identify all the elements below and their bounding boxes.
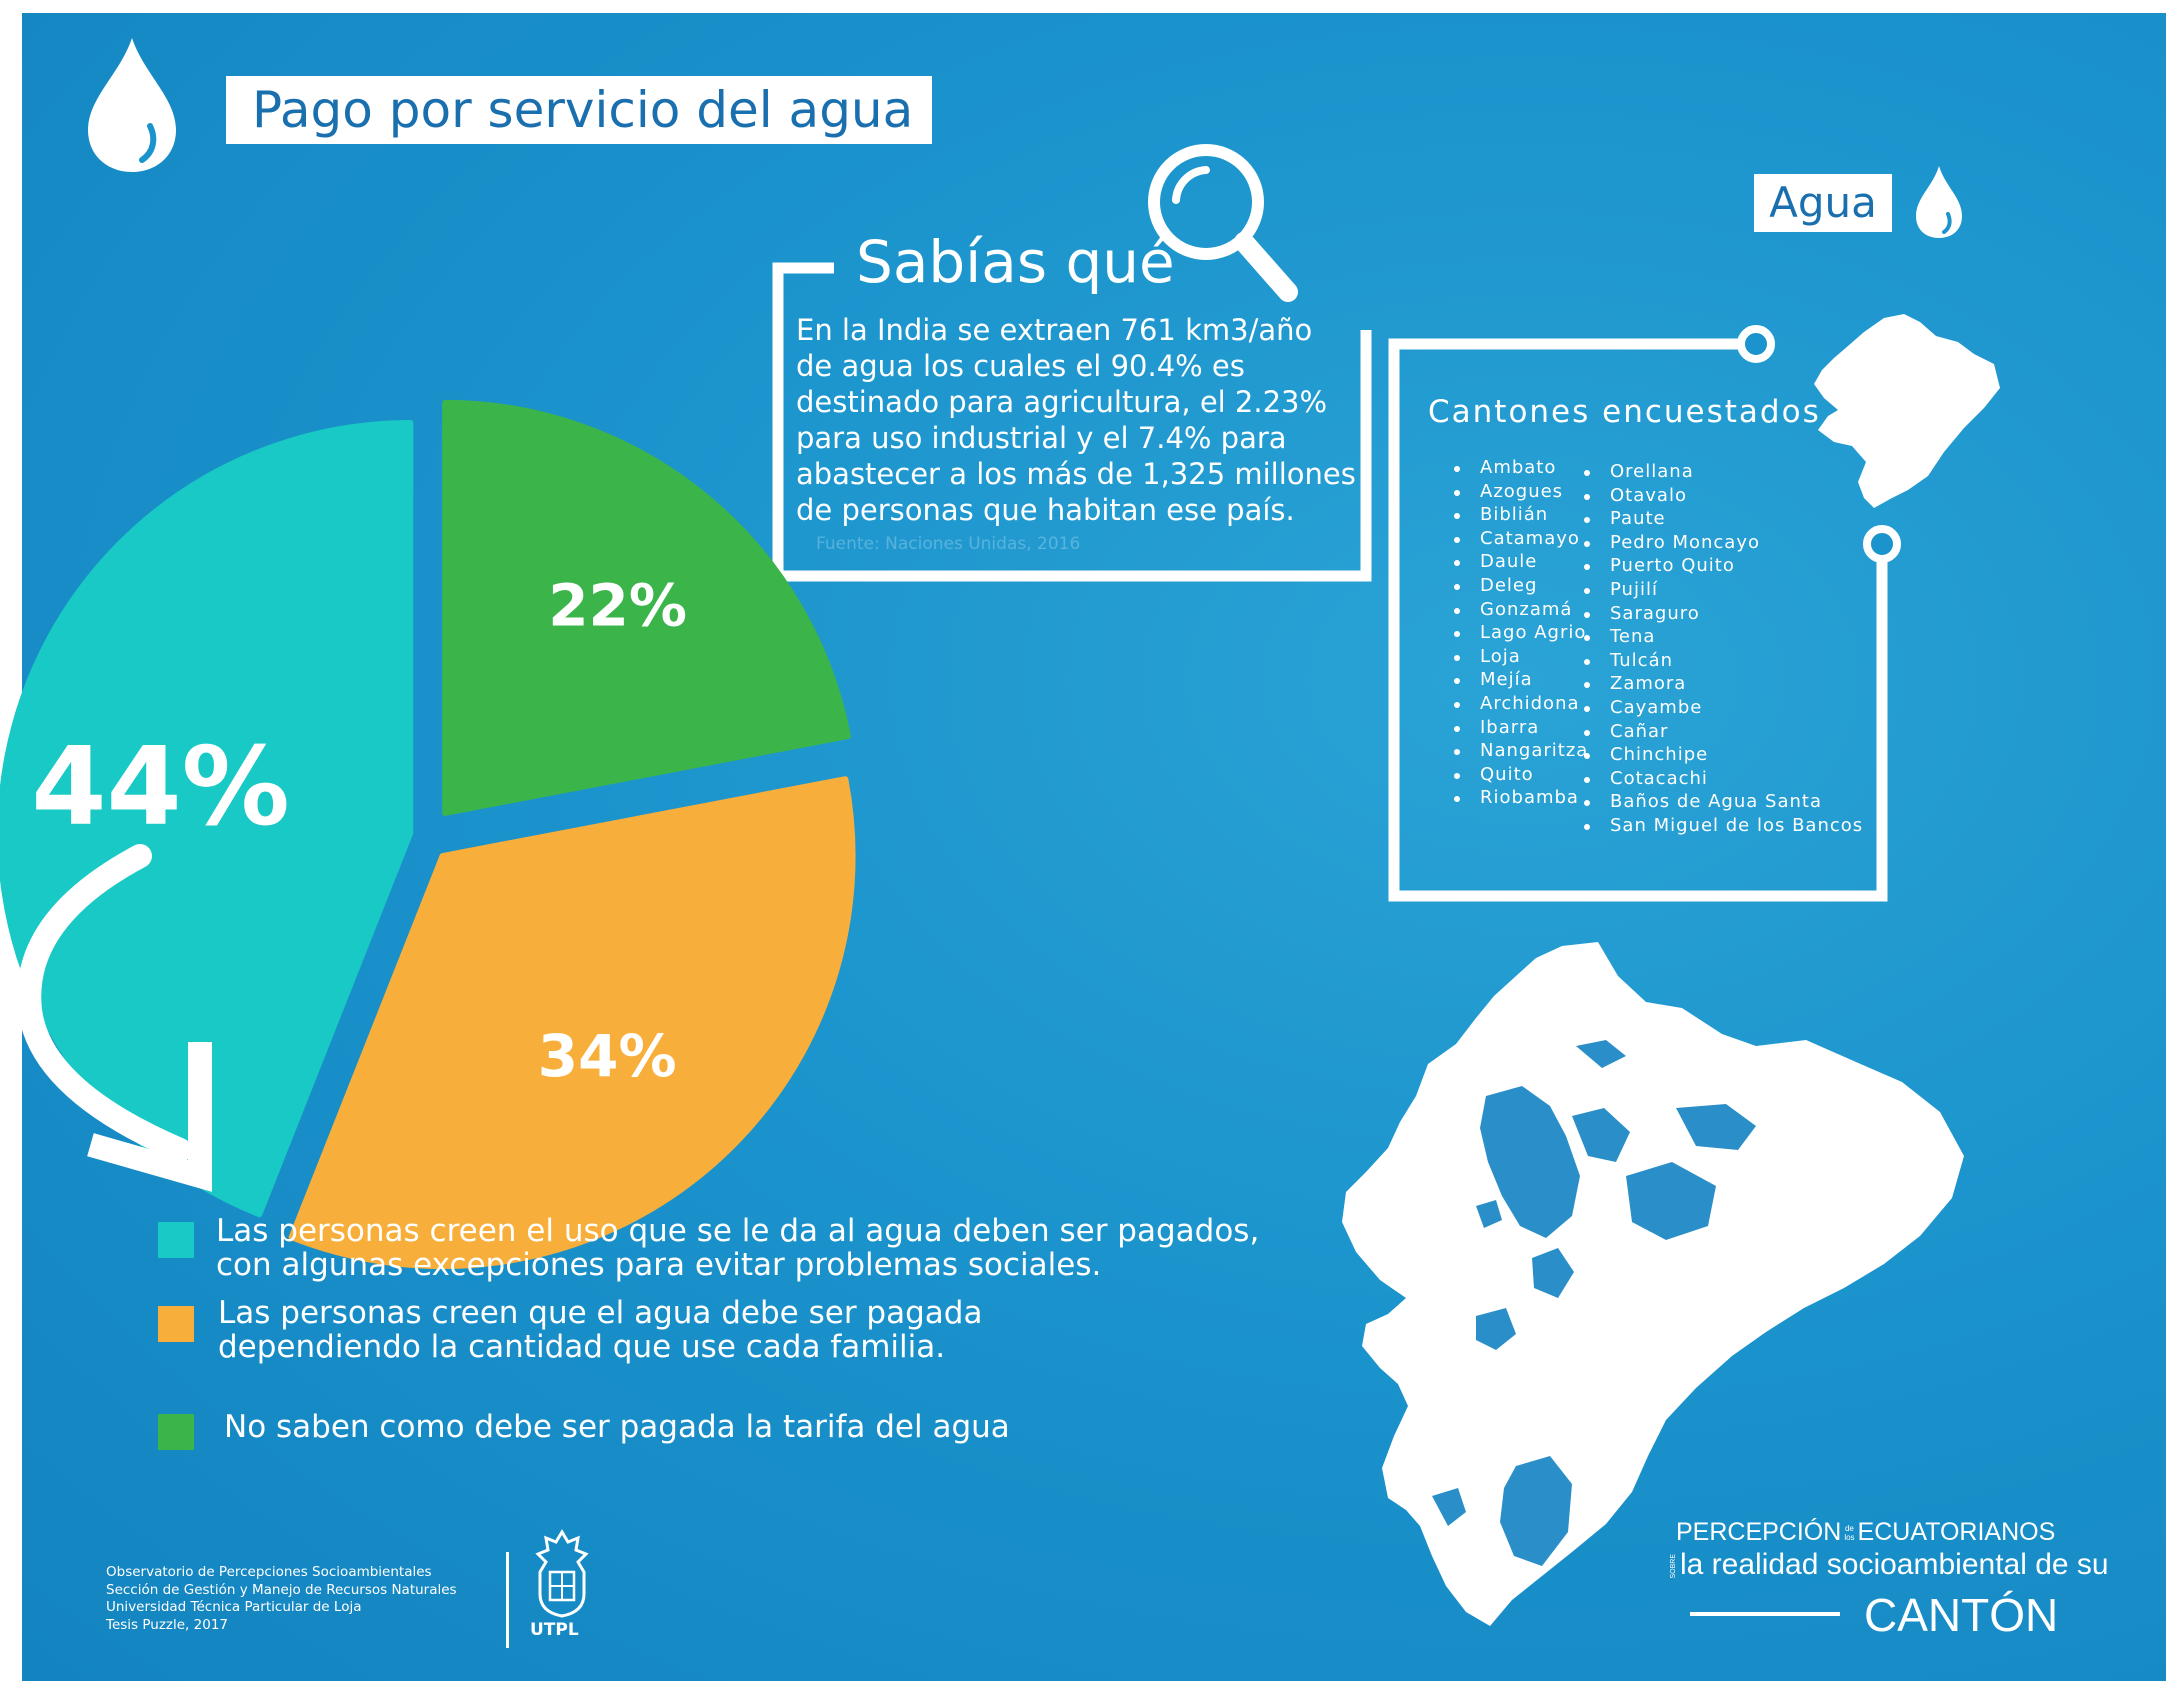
canton-item: Lago Agrio xyxy=(1452,621,1588,645)
credit-line: Tesis Puzzle, 2017 xyxy=(106,1616,228,1633)
pie-slice-label: 34% xyxy=(538,1022,677,1090)
canton-item: Daule xyxy=(1452,550,1588,574)
canton-item: Loja xyxy=(1452,645,1588,669)
sabias-line: destinado para agricultura, el 2.23% xyxy=(796,385,1328,419)
sabias-text: En la India se extraen 761 km3/año de ag… xyxy=(796,312,1376,528)
sabias-title: Sabías qué xyxy=(856,228,1175,296)
brand-ecuatorianos: ECUATORIANOS xyxy=(1857,1518,2056,1546)
legend-swatch-green xyxy=(158,1414,194,1450)
sabias-line: de personas que habitan ese país. xyxy=(796,493,1295,527)
canton-item: Tulcán xyxy=(1582,649,1863,673)
page-title: Pago por servicio del agua xyxy=(226,76,932,144)
legend-swatch-cyan xyxy=(158,1222,194,1258)
canton-item: Otavalo xyxy=(1582,484,1863,508)
cantones-list-col2: Orellana Otavalo Paute Pedro Moncayo Puerto … xyxy=(1582,460,1863,838)
magnifier-icon xyxy=(1148,144,1298,302)
brand-line2-text: la realidad socioambiental de su xyxy=(1680,1548,2109,1581)
legend-3-line1: No saben como debe ser pagada la tarifa … xyxy=(224,1409,1010,1445)
canton-item: Quito xyxy=(1452,763,1588,787)
canton-item: Ambato xyxy=(1452,456,1588,480)
legend-2-line1: Las personas creen que el agua debe ser … xyxy=(218,1295,983,1331)
canton-item: Orellana xyxy=(1582,460,1863,484)
cantones-list-col1: Ambato Azogues Biblián Catamayo Daule Deleg Go… xyxy=(1452,456,1588,810)
source-note: Fuente: Naciones Unidas, 2016 xyxy=(816,534,1081,554)
legend-item-2: Las personas creen que el agua debe ser … xyxy=(218,1296,982,1364)
brand-rule xyxy=(1690,1612,1840,1616)
canton-item: Gonzamá xyxy=(1452,598,1588,622)
water-drop-icon xyxy=(88,38,176,172)
pie-slice xyxy=(288,776,856,1270)
canton-item: Deleg xyxy=(1452,574,1588,598)
sabias-line: de agua los cuales el 90.4% es xyxy=(796,349,1245,383)
pie-slice xyxy=(442,399,851,816)
canton-item: Chinchipe xyxy=(1582,743,1863,767)
canton-item: San Miguel de los Bancos xyxy=(1582,814,1863,838)
legend-1-line1: Las personas creen el uso que se le da a… xyxy=(216,1213,1260,1249)
brand-de: de xyxy=(1844,1524,1854,1534)
canton-item: Puerto Quito xyxy=(1582,554,1863,578)
canton-item: Catamayo xyxy=(1452,527,1588,551)
ecuador-small-map xyxy=(1814,314,2000,508)
legend-swatch-orange xyxy=(158,1306,194,1342)
canton-item: Mejía xyxy=(1452,668,1588,692)
canton-item: Cayambe xyxy=(1582,696,1863,720)
brand-line1: PERCEPCIÓN de los ECUATORIANOS xyxy=(1676,1518,2055,1547)
credit-line: Universidad Técnica Particular de Loja xyxy=(106,1599,362,1615)
canton-item: Riobamba xyxy=(1452,786,1588,810)
credit-line: Observatorio de Percepciones Socioambien… xyxy=(106,1564,432,1580)
canton-item: Cañar xyxy=(1582,720,1863,744)
ecuador-map xyxy=(1342,942,1964,1626)
sabias-line: para uso industrial y el 7.4% para xyxy=(796,421,1287,455)
canton-item: Pedro Moncayo xyxy=(1582,531,1863,555)
legend-2-line2: dependiendo la cantidad que use cada fam… xyxy=(218,1329,946,1365)
legend-item-1: Las personas creen el uso que se le da a… xyxy=(216,1214,1259,1282)
utpl-crest-logo xyxy=(535,1529,589,1618)
canton-item: Saraguro xyxy=(1582,602,1863,626)
brand-de-los: de los xyxy=(1844,1524,1854,1542)
canton-item: Baños de Agua Santa xyxy=(1582,790,1863,814)
pie-slice-label: 44% xyxy=(31,725,290,850)
canton-item: Tena xyxy=(1582,625,1863,649)
canton-item: Paute xyxy=(1582,507,1863,531)
utpl-logo-text: UTPL xyxy=(530,1620,579,1640)
credit-line: Sección de Gestión y Manejo de Recursos … xyxy=(106,1581,457,1598)
brand-los: los xyxy=(1844,1533,1855,1543)
canton-item: Ibarra xyxy=(1452,716,1588,740)
sabias-line: En la India se extraen 761 km3/año xyxy=(796,313,1313,347)
legend-1-line2: con algunas excepciones para evitar prob… xyxy=(216,1247,1102,1283)
brand-canton: CANTÓN xyxy=(1864,1589,2059,1641)
canton-item: Nangaritza xyxy=(1452,739,1588,763)
legend-item-3: No saben como debe ser pagada la tarifa … xyxy=(224,1410,1010,1444)
sabias-line: abastecer a los más de 1,325 millones xyxy=(796,457,1356,491)
small-water-drop-icon xyxy=(1916,166,1962,238)
brand-line2: SOBRE la realidad socioambiental de su xyxy=(1670,1548,2109,1582)
canton-item: Pujilí xyxy=(1582,578,1863,602)
brand-sobre: SOBRE xyxy=(1670,1553,1677,1579)
pie-slice-label: 22% xyxy=(548,571,687,639)
credits: Observatorio de Percepciones Socioambien… xyxy=(106,1564,457,1634)
cantones-title: Cantones encuestados xyxy=(1428,394,1821,430)
brand-percepcion: PERCEPCIÓN xyxy=(1676,1518,1842,1546)
canton-item: Azogues xyxy=(1452,480,1588,504)
canton-item: Zamora xyxy=(1582,672,1863,696)
canton-item: Archidona xyxy=(1452,692,1588,716)
canton-item: Cotacachi xyxy=(1582,767,1863,791)
canton-item: Biblián xyxy=(1452,503,1588,527)
credits-divider xyxy=(506,1552,509,1648)
agua-tag: Agua xyxy=(1754,174,1892,232)
